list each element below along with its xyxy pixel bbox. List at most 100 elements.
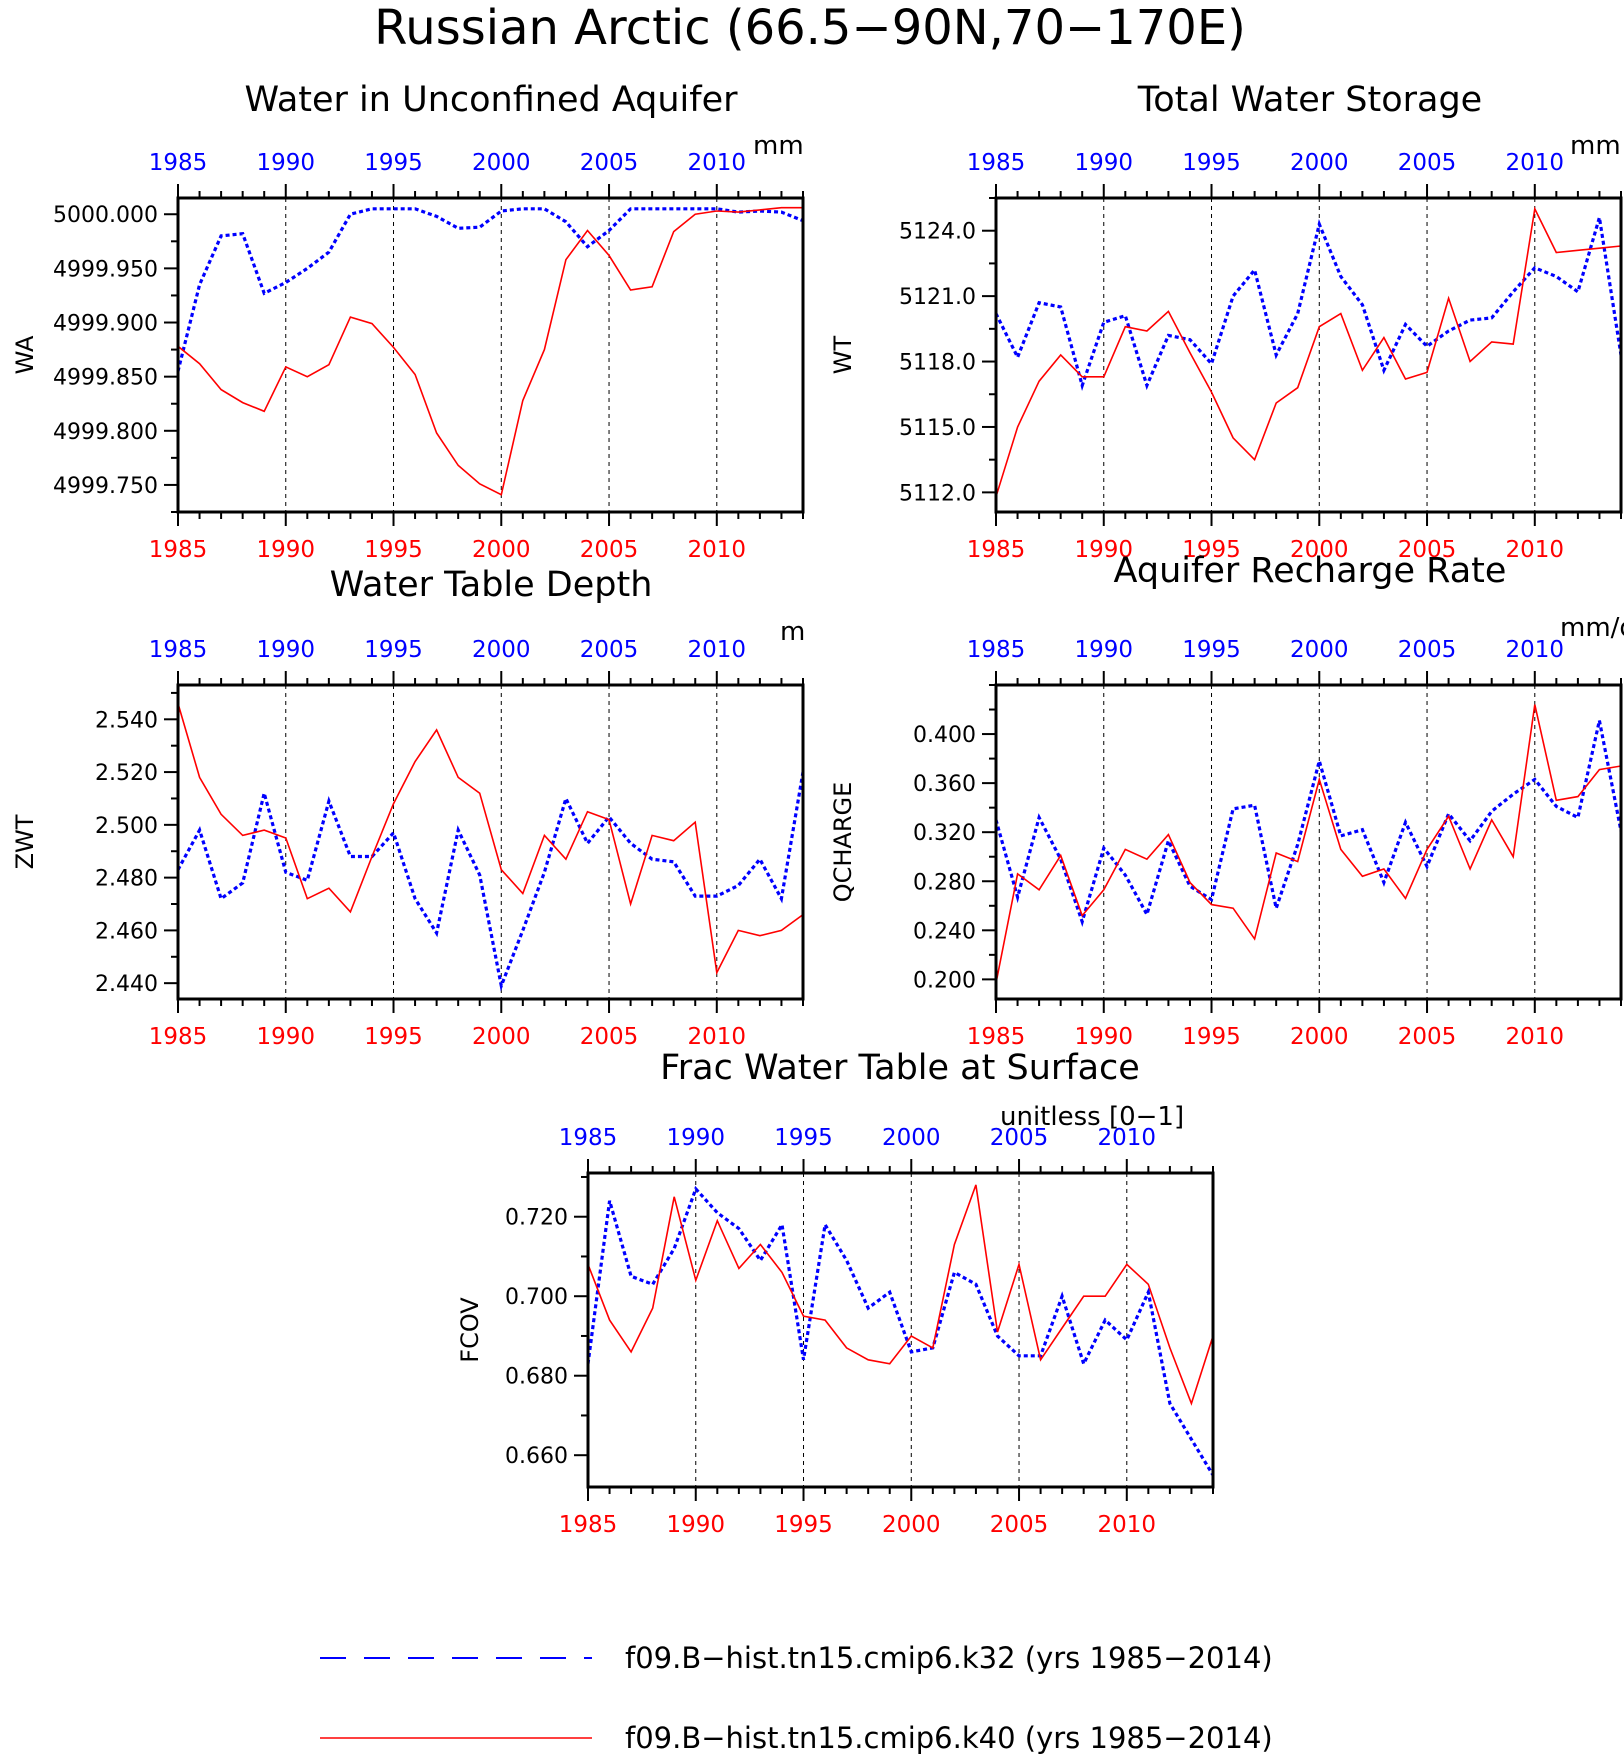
y-axis-label: ZWT	[11, 814, 39, 869]
y-tick-label: 0.720	[505, 1206, 568, 1231]
y-axis-label: FCOV	[456, 1297, 484, 1363]
y-tick-label: 0.680	[505, 1365, 568, 1390]
legend-label-2: f09.B−hist.tn15.cmip6.k40 (yrs 1985−2014…	[625, 1721, 1273, 1755]
chart-panel-2: Total Water Storage mm 1985 1985 1990 1990 199…	[829, 80, 1623, 563]
legend: f09.B−hist.tn15.cmip6.k32 (yrs 1985−2014…	[320, 1641, 1273, 1755]
chart-panel-3: Water Table Depth m 1985 1985 1990 1990 1995 19…	[11, 565, 805, 1050]
x-tick-label-bottom: 2005	[580, 537, 639, 563]
x-tick-label-top: 2010	[688, 637, 747, 663]
x-tick-label-bottom: 2010	[1098, 1512, 1157, 1538]
x-tick-label-bottom: 2000	[472, 537, 531, 563]
y-tick-label: 0.280	[913, 870, 976, 895]
x-tick-label-bottom: 2000	[1290, 1024, 1349, 1050]
y-tick-label: 5112.0	[899, 481, 976, 506]
series-line-k40	[588, 1184, 1213, 1406]
x-tick-label-top: 2010	[1506, 637, 1565, 663]
x-tick-label-bottom: 1995	[364, 1024, 423, 1050]
chart-panel-5: Frac Water Table at Surface unitless [0−1…	[456, 1048, 1215, 1538]
y-tick-label: 0.360	[913, 772, 976, 797]
plot-frame	[994, 196, 1623, 514]
x-tick-label-top: 1990	[1074, 637, 1133, 663]
x-tick-label-bottom: 2005	[580, 1024, 639, 1050]
y-tick-label: 0.400	[913, 723, 976, 748]
series-line-k32	[996, 720, 1621, 927]
x-tick-label-bottom: 1990	[666, 1512, 725, 1538]
y-tick-label: 5115.0	[899, 416, 976, 441]
y-tick-label: 2.480	[95, 867, 158, 892]
x-tick-label-bottom: 2000	[882, 1512, 941, 1538]
x-tick-label-top: 1985	[967, 637, 1026, 663]
x-tick-label-bottom: 1985	[967, 1024, 1026, 1050]
x-tick-label-top: 1990	[256, 637, 315, 663]
x-tick-label-top: 2010	[688, 150, 747, 176]
x-tick-label-bottom: 1995	[364, 537, 423, 563]
y-tick-label: 4999.800	[53, 420, 158, 445]
x-tick-label-bottom: 2000	[472, 1024, 531, 1050]
x-tick-label-top: 2005	[580, 150, 639, 176]
y-tick-label: 4999.950	[53, 257, 158, 282]
x-tick-label-top: 1985	[149, 150, 208, 176]
series-line-k40	[178, 703, 803, 976]
x-tick-label-bottom: 2000	[1290, 537, 1349, 563]
series-line-k40	[178, 206, 803, 496]
y-tick-label: 5000.000	[53, 203, 158, 228]
x-tick-label-bottom: 1985	[149, 537, 208, 563]
y-tick-label: 0.320	[913, 821, 976, 846]
x-tick-label-top: 2000	[1290, 637, 1349, 663]
x-tick-label-top: 2000	[472, 150, 531, 176]
figure-title: Russian Arctic (66.5−90N,70−170E)	[374, 0, 1246, 56]
y-tick-label: 2.540	[95, 708, 158, 733]
x-tick-label-top: 2000	[882, 1125, 941, 1151]
y-tick-label: 0.700	[505, 1285, 568, 1310]
x-tick-label-top: 2005	[1398, 150, 1457, 176]
x-tick-label-top: 1985	[967, 150, 1026, 176]
x-tick-label-bottom: 2010	[1506, 537, 1565, 563]
y-tick-label: 5124.0	[899, 220, 976, 245]
plot-frame	[586, 1171, 1215, 1489]
x-tick-label-top: 1990	[666, 1125, 725, 1151]
series-line-k40	[996, 704, 1621, 984]
x-tick-label-bottom: 1985	[967, 537, 1026, 563]
x-tick-label-top: 1985	[149, 637, 208, 663]
chart-title: Water in Unconfined Aquifer	[244, 80, 738, 120]
units-label: mm	[1570, 131, 1621, 161]
y-axis-label: QCHARGE	[829, 782, 857, 903]
series-line-k40	[996, 206, 1621, 497]
x-tick-label-bottom: 1990	[256, 1024, 315, 1050]
y-axis-label: WA	[11, 335, 39, 374]
x-tick-label-top: 1995	[774, 1125, 833, 1151]
plot-frame	[994, 683, 1623, 1001]
x-tick-label-bottom: 1995	[1182, 537, 1241, 563]
chart-panel-1: Water in Unconfined Aquifer mm 1985 1985 199…	[11, 80, 805, 563]
series-line-k32	[588, 1185, 1213, 1476]
y-tick-label: 0.200	[913, 968, 976, 993]
plot-frame	[176, 683, 805, 1001]
y-tick-label: 0.240	[913, 919, 976, 944]
x-tick-label-top: 1990	[256, 150, 315, 176]
y-tick-label: 4999.900	[53, 312, 158, 337]
chart-title: Aquifer Recharge Rate	[1114, 551, 1507, 591]
y-tick-label: 5121.0	[899, 285, 976, 310]
x-tick-label-bottom: 1995	[1182, 1024, 1241, 1050]
chart-title: Total Water Storage	[1137, 80, 1482, 120]
x-tick-label-bottom: 2010	[688, 537, 747, 563]
x-tick-label-bottom: 1985	[149, 1024, 208, 1050]
x-tick-label-bottom: 1985	[559, 1512, 618, 1538]
series-line-k32	[178, 771, 803, 992]
y-tick-label: 2.440	[95, 972, 158, 997]
x-tick-label-top: 2000	[472, 637, 531, 663]
chart-title: Frac Water Table at Surface	[660, 1048, 1140, 1088]
x-tick-label-top: 1995	[364, 637, 423, 663]
x-tick-label-top: 2010	[1506, 150, 1565, 176]
plot-frame	[176, 196, 805, 514]
x-tick-label-top: 2010	[1098, 1125, 1157, 1151]
chart-panel-4: Aquifer Recharge Rate mm/d 1985 1985 1990 199…	[829, 551, 1624, 1050]
y-tick-label: 2.460	[95, 919, 158, 944]
y-axis-label: WT	[829, 335, 857, 374]
x-tick-label-bottom: 2005	[1398, 1024, 1457, 1050]
x-tick-label-bottom: 1990	[1074, 1024, 1133, 1050]
chart-panels: Water in Unconfined Aquifer mm 1985 1985 199…	[11, 80, 1624, 1538]
chart-title: Water Table Depth	[330, 565, 653, 605]
units-label: mm	[753, 131, 804, 161]
series-line-k32	[178, 207, 803, 372]
